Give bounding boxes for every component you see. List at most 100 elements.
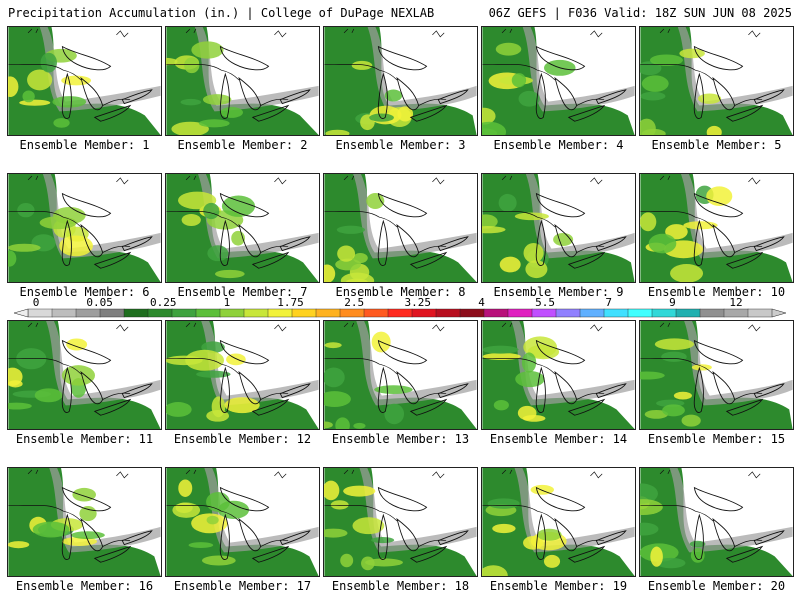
colorbar-swatch bbox=[195, 308, 221, 318]
lake-outline bbox=[535, 192, 586, 218]
precip-blob bbox=[324, 421, 333, 429]
precip-blob bbox=[172, 502, 201, 518]
precip-blob bbox=[19, 99, 51, 106]
colorbar-swatch bbox=[339, 308, 365, 318]
precip-blob bbox=[171, 121, 209, 135]
lake-outline bbox=[377, 192, 428, 218]
colorbar-swatch bbox=[483, 308, 509, 318]
member-map-panel bbox=[165, 26, 320, 136]
colorbar-swatch bbox=[219, 308, 245, 318]
border-line bbox=[116, 30, 129, 38]
lake-outline bbox=[279, 383, 311, 399]
border-line bbox=[432, 177, 445, 185]
member-map-panel bbox=[639, 320, 794, 430]
precip-blob bbox=[543, 554, 561, 568]
lake-outline bbox=[535, 219, 546, 266]
colorbar-swatch bbox=[99, 308, 125, 318]
colorbar-swatch bbox=[387, 308, 413, 318]
precip-blob bbox=[325, 129, 350, 135]
lake-outline bbox=[595, 89, 627, 105]
border-line bbox=[260, 245, 289, 253]
lake-outline bbox=[61, 219, 72, 266]
colorbar-swatch bbox=[267, 308, 293, 318]
border-line bbox=[659, 28, 671, 34]
precip-blob bbox=[640, 499, 663, 516]
precip-blob bbox=[523, 243, 544, 263]
precip-blob bbox=[8, 250, 17, 267]
lake-outline bbox=[377, 45, 428, 71]
member-caption: Ensemble Member: 11 bbox=[15, 432, 154, 446]
precip-field-map bbox=[8, 321, 161, 429]
border-line bbox=[748, 177, 761, 185]
lake-outline bbox=[693, 192, 744, 218]
precip-field-map bbox=[8, 174, 161, 282]
precip-blob bbox=[654, 338, 695, 350]
precip-blob bbox=[207, 245, 229, 262]
light-precip-band bbox=[353, 174, 477, 259]
lake-outline bbox=[61, 339, 112, 365]
lake-outline bbox=[121, 383, 153, 399]
lake-outline bbox=[93, 545, 132, 563]
lake-outline bbox=[219, 192, 270, 218]
precip-blob bbox=[39, 216, 77, 230]
precip-blob bbox=[521, 352, 537, 373]
lake-outline bbox=[725, 251, 764, 269]
precip-field-map bbox=[640, 174, 793, 282]
precip-blob bbox=[527, 344, 560, 360]
colorbar-tick-label: 0.05 bbox=[86, 296, 113, 309]
member-caption: Ensemble Member: 15 bbox=[647, 432, 786, 446]
member-map-panel bbox=[481, 467, 636, 577]
lake-outline bbox=[61, 486, 112, 512]
precip-blob bbox=[537, 528, 562, 541]
precip-blob bbox=[8, 243, 41, 252]
precip-blob bbox=[522, 415, 546, 422]
border-line bbox=[8, 357, 82, 375]
precip-blob bbox=[499, 256, 521, 273]
lake-outline bbox=[725, 545, 764, 563]
light-precip-band bbox=[367, 27, 477, 112]
border-line bbox=[576, 98, 605, 106]
precip-blob bbox=[181, 214, 201, 227]
border-line bbox=[274, 324, 287, 332]
lake-outline bbox=[725, 398, 764, 416]
lake-outline bbox=[279, 236, 311, 252]
border-line bbox=[640, 63, 714, 81]
chart-title: Precipitation Accumulation (in.) | Colle… bbox=[8, 6, 435, 20]
colorbar-tick-label: 2.5 bbox=[344, 296, 365, 309]
member-map-panel bbox=[481, 26, 636, 136]
precip-blob bbox=[352, 517, 385, 535]
border-line bbox=[659, 469, 671, 475]
border-line bbox=[576, 539, 605, 547]
precip-blob bbox=[640, 118, 656, 135]
light-precip-band bbox=[669, 468, 793, 553]
member-map-panel bbox=[7, 320, 162, 430]
precip-blob bbox=[22, 90, 35, 103]
colorbar-tick-label: 9 bbox=[669, 296, 676, 309]
precip-field-map bbox=[640, 468, 793, 576]
member-caption: Ensemble Member: 17 bbox=[173, 579, 312, 593]
lake-outline bbox=[595, 383, 627, 399]
lake-outline bbox=[121, 236, 153, 252]
precip-blob bbox=[185, 349, 225, 371]
member-map-panel bbox=[7, 173, 162, 283]
member-caption: Ensemble Member: 12 bbox=[173, 432, 312, 446]
border-line bbox=[102, 392, 131, 400]
member-map-panel bbox=[639, 467, 794, 577]
member-map-panel bbox=[323, 173, 478, 283]
precip-blob bbox=[184, 57, 200, 74]
border-line bbox=[418, 539, 447, 547]
lake-outline bbox=[693, 72, 704, 119]
lake-outline bbox=[753, 530, 785, 546]
precip-blob bbox=[324, 342, 342, 349]
precip-blob bbox=[482, 107, 496, 125]
precip-blob bbox=[366, 193, 385, 209]
colorbar-swatch bbox=[51, 308, 77, 318]
border-line bbox=[501, 175, 513, 181]
precip-blob bbox=[397, 106, 414, 122]
lake-outline bbox=[377, 486, 428, 512]
border-line bbox=[166, 63, 240, 81]
lake-outline bbox=[535, 513, 546, 560]
precip-blob bbox=[640, 522, 659, 536]
border-line bbox=[640, 504, 714, 522]
colorbar-tick-label: 1 bbox=[223, 296, 231, 309]
